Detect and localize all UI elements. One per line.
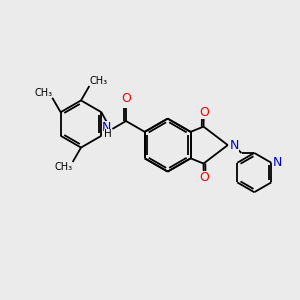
Text: H: H	[104, 129, 111, 139]
Text: O: O	[121, 92, 131, 105]
Text: CH₃: CH₃	[89, 76, 107, 86]
Text: CH₃: CH₃	[34, 88, 52, 98]
Text: N: N	[272, 156, 282, 169]
Text: N: N	[102, 122, 111, 134]
Text: O: O	[199, 171, 209, 184]
Text: O: O	[199, 106, 209, 119]
Text: CH₃: CH₃	[55, 162, 73, 172]
Text: N: N	[230, 139, 239, 152]
